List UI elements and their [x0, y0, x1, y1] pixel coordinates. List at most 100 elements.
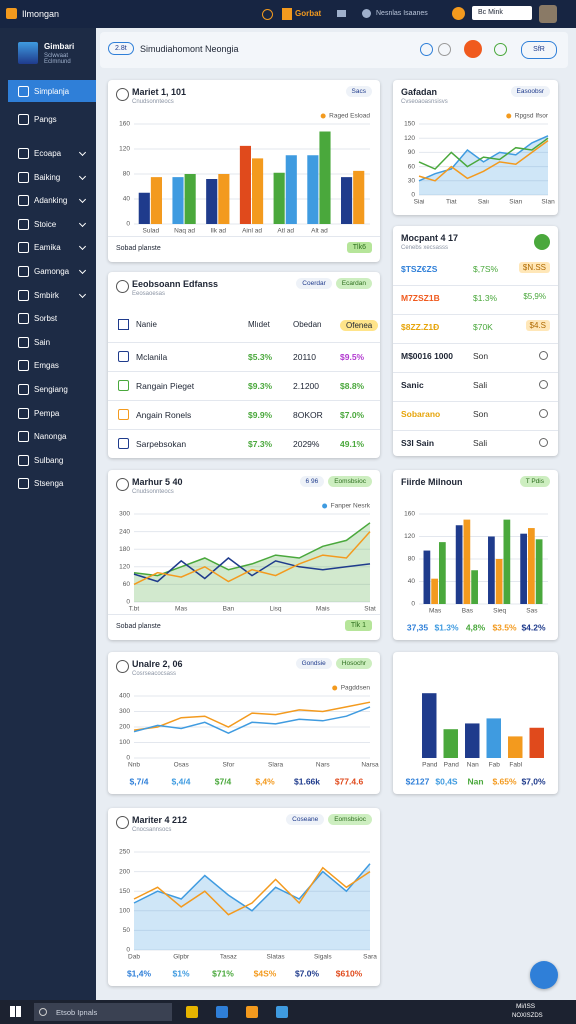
y-tick-label: 80	[408, 556, 416, 563]
chip[interactable]: Eomsbsioc	[328, 476, 372, 487]
search-box[interactable]: Bc Mink	[472, 6, 532, 20]
column-header: Nanie	[136, 320, 157, 329]
nav-item[interactable]: Smbirk	[0, 284, 96, 306]
legend-label: Pagddsen	[341, 685, 371, 692]
panel-title: Marhur 5 40	[132, 477, 183, 487]
panel-title: Eeobsoann Edfanss	[132, 279, 219, 289]
chip[interactable]: Sacs	[345, 86, 372, 97]
panel: Gafadan Cvseoaoasnsisvs Easoobsr 0 30 60 90 120…	[393, 80, 558, 215]
brand-name: Gorbat	[295, 9, 322, 18]
cell: $7.0%	[340, 410, 365, 420]
start-button[interactable]	[10, 1006, 21, 1017]
nav-label: Smbirk	[34, 290, 59, 300]
footer-value: $7/4	[215, 776, 232, 786]
footer-value: Nan	[467, 776, 483, 786]
row-divider	[393, 285, 558, 286]
x-tick-label: Sfor	[222, 762, 235, 769]
panel-icon	[116, 660, 129, 673]
notify-button[interactable]	[452, 7, 465, 20]
chip-group: T Pdis	[519, 476, 550, 487]
nav-icon	[18, 171, 29, 183]
y-tick-label: 60	[123, 581, 131, 588]
legend-label: Fanper Nesrk	[331, 503, 371, 510]
nav-label: Stsenga	[34, 479, 64, 489]
footer-value: 37,35	[407, 622, 429, 632]
x-tick-label: Tiat	[446, 199, 457, 206]
nav-icon	[18, 336, 29, 348]
chip[interactable]: Easoobsr	[510, 86, 550, 97]
line	[418, 137, 549, 170]
bar	[218, 174, 230, 224]
taskbar-app[interactable]	[276, 1006, 288, 1018]
nav-icon	[18, 360, 29, 372]
bar	[273, 172, 285, 224]
nav-item[interactable]: Emgas	[0, 354, 96, 376]
footer-label: Sobad planste	[116, 245, 161, 252]
clock-date: NOXISZDS	[512, 1013, 543, 1019]
nav-icon	[18, 195, 29, 207]
x-tick-label: Slatas	[267, 954, 286, 961]
chip[interactable]: T Pdis	[519, 476, 550, 487]
taskbar-search[interactable]: Etsob Ipnals	[34, 1003, 172, 1021]
nav-item[interactable]: Sengiang	[0, 378, 96, 400]
row-icon	[118, 380, 129, 391]
nav-item[interactable]: Ecoapa	[0, 142, 96, 164]
header-button[interactable]: SfR	[521, 41, 557, 59]
nav-item[interactable]: Sorbst	[0, 307, 96, 329]
nav-item[interactable]: Pangs	[0, 108, 96, 130]
nav-item[interactable]: Gamonga	[0, 260, 96, 282]
row-divider	[393, 430, 558, 431]
footer-value: $2127	[406, 776, 430, 786]
nav-item[interactable]: Stoice	[0, 213, 96, 235]
nav-item[interactable]: Sain	[0, 331, 96, 353]
chip[interactable]: Ecardan	[335, 278, 372, 289]
taskbar-app[interactable]	[186, 1006, 198, 1018]
row-name: S3I Sain	[401, 438, 435, 448]
header-icon[interactable]	[494, 43, 507, 56]
nav-item[interactable]: Adanking	[0, 189, 96, 211]
nav-item[interactable]: Pempa	[0, 402, 96, 424]
footer-value: $610%	[336, 968, 363, 978]
chip[interactable]: Coseane	[286, 814, 325, 825]
chip[interactable]: Eomsbsioc	[328, 814, 372, 825]
fab[interactable]	[530, 961, 558, 989]
header-icon[interactable]	[438, 43, 451, 56]
nav-label: Sulbang	[34, 455, 64, 465]
chip[interactable]: Hosochr	[335, 658, 372, 669]
x-tick-label: Sian	[509, 199, 522, 206]
footer-value: 4,8%	[466, 622, 486, 632]
taskbar-app[interactable]	[216, 1006, 228, 1018]
chip[interactable]: Gondsie	[295, 658, 332, 669]
bar	[535, 539, 543, 604]
row-badge: $N.SS	[518, 262, 550, 273]
footer-value: $,7/4	[130, 776, 149, 786]
nav-item[interactable]: Eamika	[0, 236, 96, 258]
panel-subtitle: Cvseoaoasnsisvs	[401, 99, 448, 105]
footer-value: $71%	[212, 968, 234, 978]
y-tick-label: 60	[408, 163, 416, 170]
nav-label: Pempa	[34, 408, 60, 418]
footer-value: $4S%	[254, 968, 277, 978]
footer-value: $7.0%	[295, 968, 320, 978]
nav-item[interactable]: Sulbang	[0, 449, 96, 471]
footer-label: Sobad planste	[116, 623, 161, 630]
header-icon[interactable]	[420, 43, 433, 56]
header-icon[interactable]	[464, 40, 482, 58]
row-value: Son	[473, 351, 489, 361]
row-icon	[539, 409, 548, 418]
taskbar-app[interactable]	[246, 1006, 258, 1018]
x-tick-label: Naq ad	[174, 228, 195, 235]
nav-item[interactable]: Simplanja	[8, 80, 96, 102]
row-name: Sanic	[401, 380, 424, 390]
y-tick-label: 240	[119, 528, 130, 535]
chip[interactable]: Coerdar	[296, 278, 332, 289]
bar	[239, 145, 251, 224]
chip[interactable]: 6 96	[299, 476, 325, 487]
y-tick-label: 160	[119, 121, 130, 128]
nav-item[interactable]: Nanonga	[0, 425, 96, 447]
nav-item[interactable]: Baiking	[0, 166, 96, 188]
cell: Angain Ronels	[136, 410, 192, 420]
nav-item[interactable]: Stsenga	[0, 472, 96, 494]
panel-subtitle: Cnudsonnteocs	[132, 489, 174, 495]
nav-label: Pangs	[34, 115, 57, 124]
